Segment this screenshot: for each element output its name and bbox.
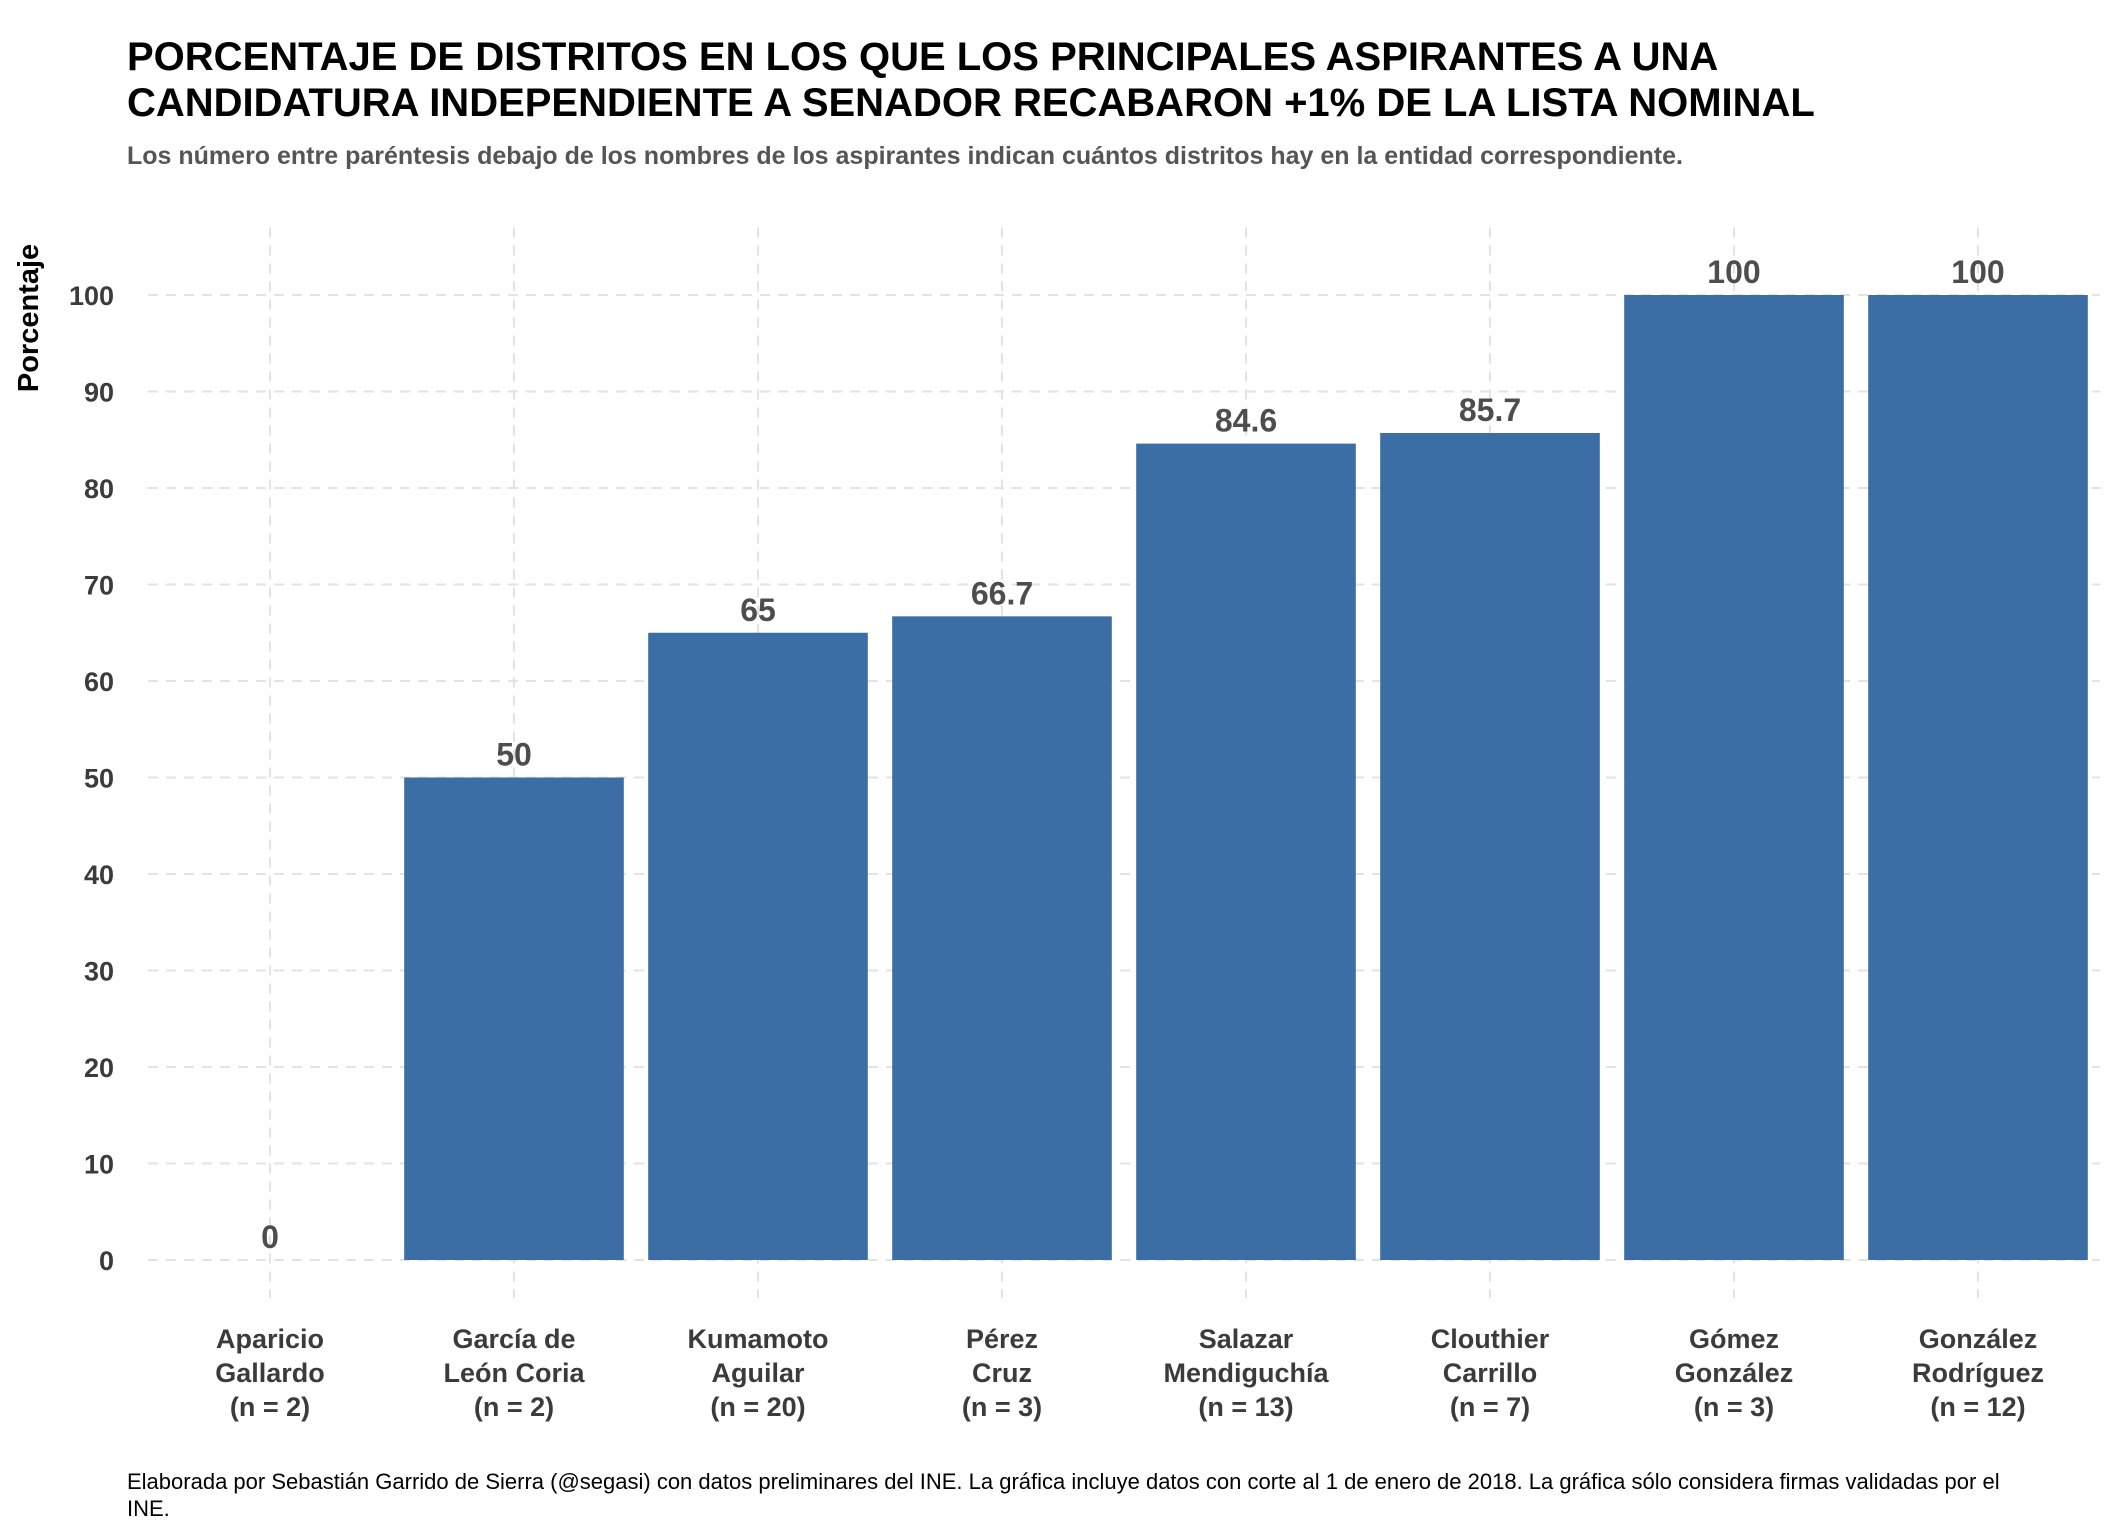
bar-value-label: 85.7: [1459, 392, 1521, 428]
bars: [404, 295, 2088, 1260]
y-tick-label: 10: [84, 1150, 114, 1180]
value-labels: 0 50 65 66.7 84.6 85.7 100 100: [261, 254, 2005, 1255]
y-tick-label: 30: [84, 957, 114, 987]
bar-value-label: 66.7: [971, 575, 1033, 611]
x-tick-label: Gómez González (n = 3): [1675, 1324, 1794, 1422]
y-axis: 0 10 20 30 40 50 60 70 80 90 100: [69, 281, 114, 1276]
y-tick-label: 70: [84, 571, 114, 601]
y-tick-label: 100: [69, 281, 114, 311]
x-tick-label: Kumamoto Aguilar (n = 20): [688, 1324, 829, 1422]
x-tick-label: Clouthier Carrillo (n = 7): [1431, 1324, 1550, 1422]
bar-value-label: 0: [261, 1219, 279, 1255]
y-axis-label: Porcentaje: [13, 244, 45, 392]
bar: [404, 777, 624, 1260]
y-tick-label: 50: [84, 764, 114, 794]
bar: [648, 632, 868, 1260]
bar: [1136, 443, 1356, 1260]
chart-caption: Elaborada por Sebastián Garrido de Sierr…: [127, 1469, 2000, 1521]
bar: [1624, 295, 1844, 1260]
y-tick-label: 80: [84, 474, 114, 504]
bar: [1380, 432, 1600, 1260]
y-tick-label: 20: [84, 1053, 114, 1083]
bar-chart: 0 50 65 66.7 84.6 85.7 100 100 0 10 20 30 40 50 60 70 8…: [13, 227, 2100, 1422]
bar: [1868, 295, 2088, 1260]
bar-value-label: 65: [740, 592, 776, 628]
bar-value-label: 50: [496, 737, 532, 773]
y-tick-label: 40: [84, 860, 114, 890]
y-tick-label: 90: [84, 378, 114, 408]
x-tick-label: Aparicio Gallardo (n = 2): [215, 1324, 325, 1422]
y-tick-label: 0: [99, 1246, 114, 1276]
x-tick-label: García de León Coria (n = 2): [443, 1324, 585, 1422]
bar-value-label: 84.6: [1215, 403, 1277, 439]
chart-title: PORCENTAJE DE DISTRITOS EN LOS QUE LOS P…: [127, 34, 1815, 126]
bar-value-label: 100: [1707, 254, 1760, 290]
chart-subtitle: Los número entre paréntesis debajo de lo…: [127, 142, 1683, 170]
x-tick-label: González Rodríguez (n = 12): [1912, 1324, 2044, 1422]
bar: [892, 616, 1112, 1260]
x-axis: Aparicio Gallardo (n = 2) García de León Cor…: [215, 1324, 2044, 1422]
bar-value-label: 100: [1951, 254, 2004, 290]
x-tick-label: Pérez Cruz (n = 3): [962, 1324, 1042, 1422]
chart-title-line-2: CANDIDATURA INDEPENDIENTE A SENADOR RECA…: [127, 81, 1815, 125]
chart-title-line-1: PORCENTAJE DE DISTRITOS EN LOS QUE LOS P…: [127, 35, 1719, 79]
x-tick-label: Salazar Mendiguchía (n = 13): [1163, 1324, 1329, 1422]
y-tick-label: 60: [84, 667, 114, 697]
